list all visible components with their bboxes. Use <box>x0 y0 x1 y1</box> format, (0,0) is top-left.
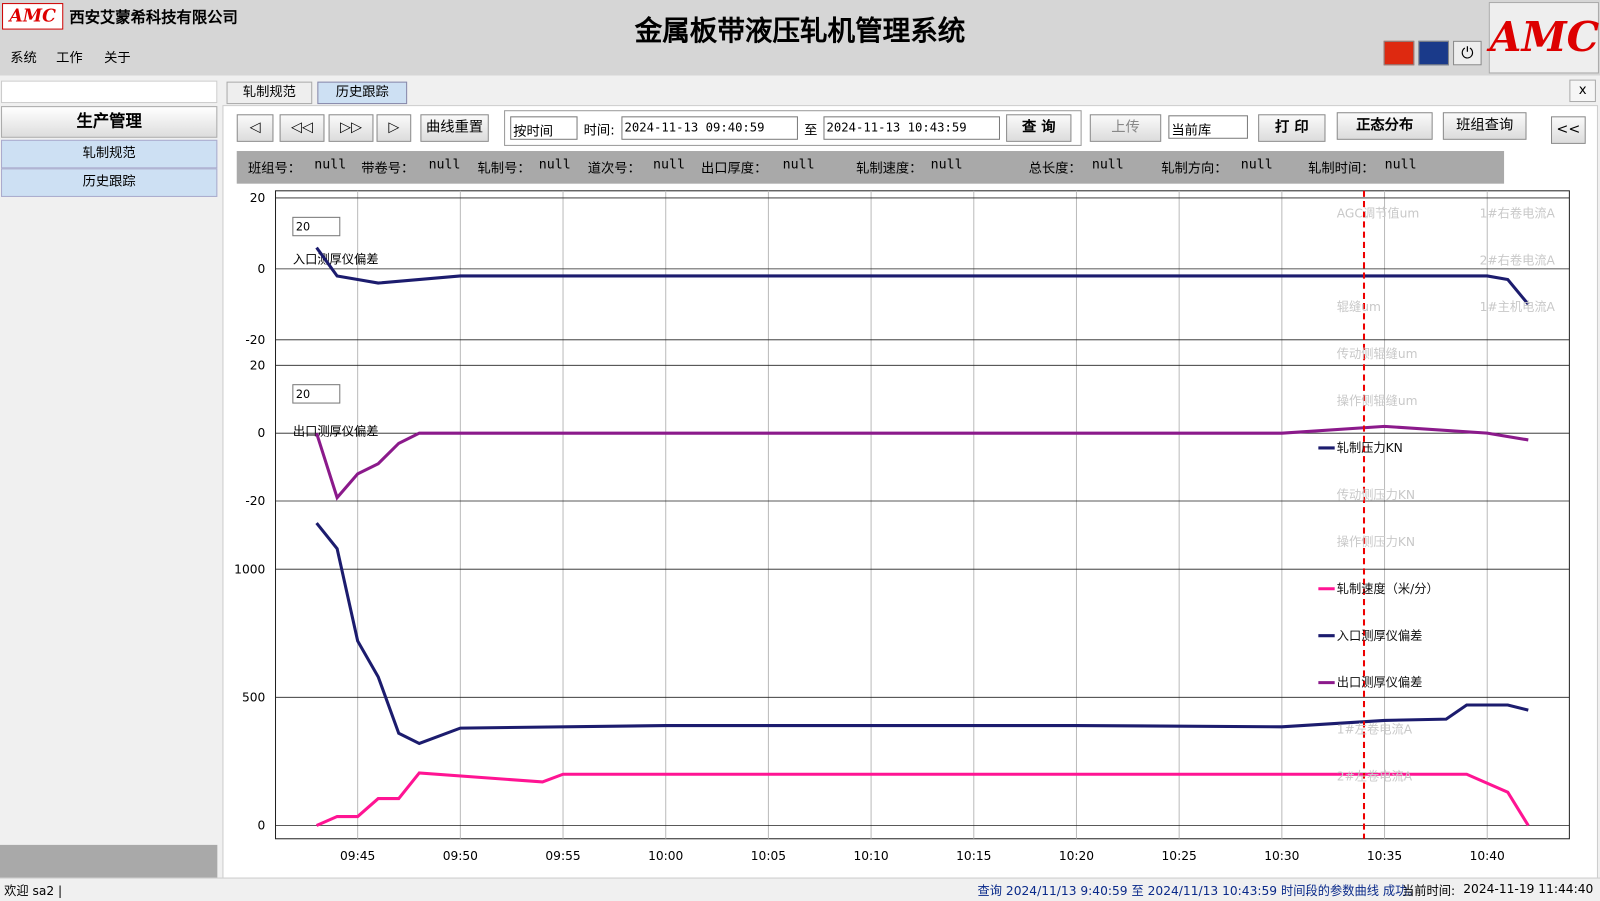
team-button[interactable]: 班组查询 <box>1442 112 1527 140</box>
query-group <box>504 110 1082 146</box>
info-value: null <box>1091 157 1124 173</box>
sidebar-footer <box>0 844 218 878</box>
info-label: 带卷号： <box>361 161 415 177</box>
mode-select[interactable]: 按时间 <box>510 116 578 140</box>
sidebar-item[interactable]: 轧制规范 <box>1 139 218 169</box>
print-button[interactable]: 打 印 <box>1258 114 1326 142</box>
menu-item[interactable]: 关于 <box>104 51 131 67</box>
tab-active[interactable]: 历史跟踪 <box>317 81 408 105</box>
app-title: 金属板带液压轧机管理系统 <box>634 15 966 47</box>
info-label: 班组号： <box>247 161 302 177</box>
collapse-button[interactable]: << <box>1551 116 1586 144</box>
sidebar-item[interactable]: 历史跟踪 <box>1 168 218 197</box>
status-user: 欢迎 sa2 | <box>4 883 63 898</box>
info-value: null <box>1384 157 1417 173</box>
info-label: 轧制速度： <box>856 161 923 177</box>
logo-large: AMC <box>1488 2 1599 74</box>
time-label: 时间: <box>583 123 615 139</box>
query-button[interactable]: 查 询 <box>1006 114 1072 142</box>
info-value: null <box>314 157 347 173</box>
sidebar-combo[interactable] <box>1 80 218 104</box>
flag-cn[interactable] <box>1383 40 1415 66</box>
sidebar <box>0 77 218 878</box>
start-time[interactable]: 2024-11-13 09:40:59 <box>621 116 798 140</box>
reset-button[interactable]: 曲线重置 <box>420 114 489 142</box>
tab[interactable]: 轧制规范 <box>226 81 313 105</box>
info-label: 轧制方向： <box>1161 161 1228 177</box>
info-value: null <box>653 157 686 173</box>
sidebar-section[interactable]: 生产管理 <box>1 106 218 138</box>
normal-button[interactable]: 正态分布 <box>1336 112 1433 140</box>
nav-button[interactable]: ▷ <box>376 114 412 142</box>
info-label: 轧制号： <box>477 161 531 177</box>
flag-uk[interactable] <box>1418 40 1449 66</box>
info-value: null <box>538 157 571 173</box>
status-bar <box>0 877 1600 901</box>
db-select[interactable]: 当前库 <box>1168 115 1248 139</box>
logo: AMC <box>2 3 64 30</box>
header <box>0 0 1600 76</box>
info-value: null <box>782 157 815 173</box>
power-button[interactable]: ⏻ <box>1453 40 1482 66</box>
nav-button[interactable]: ◁◁ <box>279 114 325 142</box>
info-label: 轧制时间： <box>1308 161 1375 177</box>
info-label: 出口厚度： <box>701 161 768 177</box>
nav-button[interactable]: ◁ <box>236 114 274 142</box>
close-button[interactable]: x <box>1569 79 1596 103</box>
status-now: 2024-11-19 11:44:40 <box>1463 881 1594 896</box>
menu-item[interactable]: 工作 <box>56 51 83 67</box>
info-value: null <box>1240 157 1273 173</box>
menu-item[interactable]: 系统 <box>10 51 37 67</box>
info-label: 道次号： <box>587 161 641 177</box>
upload-button[interactable]: 上传 <box>1089 114 1162 142</box>
status-now-label: 当前时间: <box>1402 883 1456 898</box>
info-value: null <box>428 157 461 173</box>
info-value: null <box>930 157 963 173</box>
end-time[interactable]: 2024-11-13 10:43:59 <box>823 116 1000 140</box>
company: 西安艾蒙希科技有限公司 <box>69 8 238 27</box>
info-label: 总长度： <box>1028 161 1082 177</box>
info-bar: 班组号： null 带卷号： null 轧制号： null 道次号： null 出口厚度： nul… <box>236 151 1505 184</box>
content <box>222 105 1598 880</box>
to-label: 至 <box>804 123 818 139</box>
status-message: 查询 2024/11/13 9:40:59 至 2024/11/13 10:43… <box>977 883 1420 898</box>
nav-button[interactable]: ▷▷ <box>328 114 374 142</box>
